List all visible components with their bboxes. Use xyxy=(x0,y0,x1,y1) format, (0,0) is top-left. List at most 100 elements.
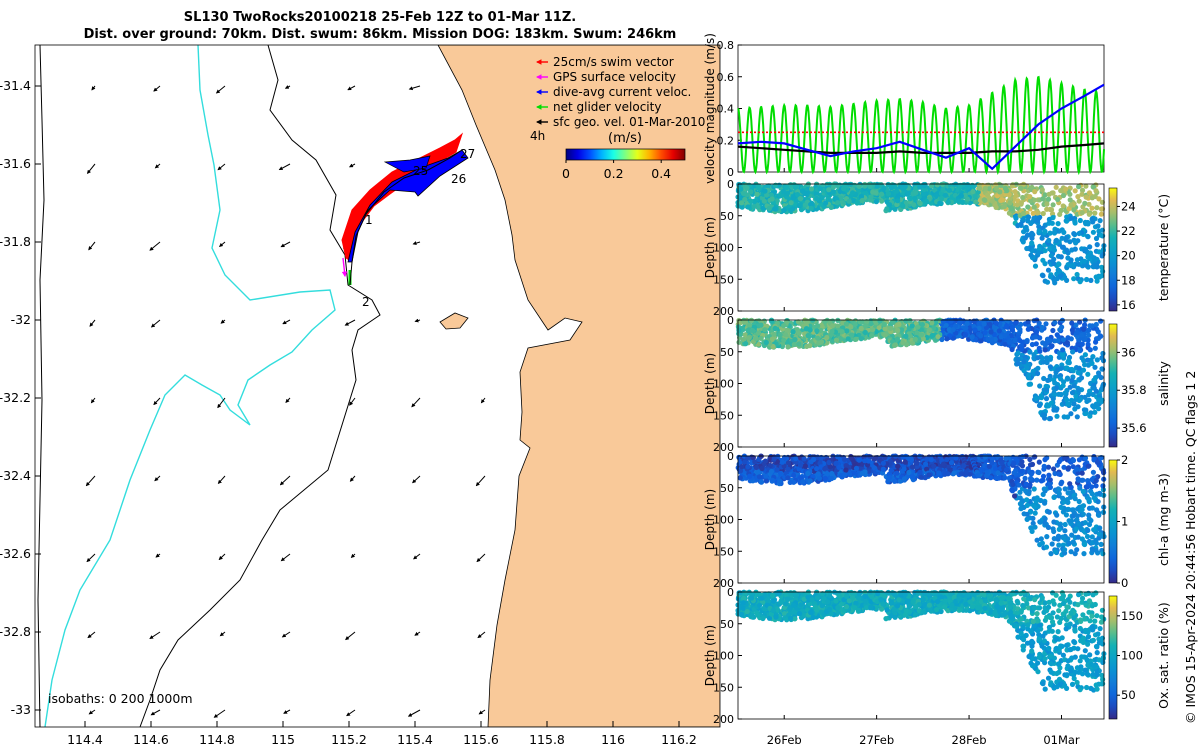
cast-point-0-1602 xyxy=(1027,194,1033,200)
cast-point-1-1674 xyxy=(988,336,995,343)
cast-point-0-965 xyxy=(1045,196,1052,202)
cast-point-0-1595 xyxy=(965,182,971,188)
cast-point-0-1644 xyxy=(803,190,809,196)
cast-point-0-1391 xyxy=(751,203,757,209)
cast-point-0-31 xyxy=(1090,229,1096,235)
cast-point-1-516 xyxy=(1086,327,1092,333)
section-ctick-label-0-2: 20 xyxy=(1121,249,1136,263)
cast-point-2-1147 xyxy=(1079,507,1085,513)
cast-point-1-1696 xyxy=(1031,352,1037,358)
cast-point-2-1092 xyxy=(1045,464,1052,470)
cast-point-1-1602 xyxy=(844,328,850,334)
cast-point-1-676 xyxy=(1096,406,1102,412)
cast-point-0-1570 xyxy=(764,192,770,198)
cast-point-0-952 xyxy=(1060,203,1066,209)
cast-point-0-1097 xyxy=(1094,205,1100,211)
cast-point-1-904 xyxy=(1025,319,1031,325)
cast-point-1-1628 xyxy=(935,334,941,340)
cast-point-0-1042 xyxy=(1099,264,1105,270)
cast-point-0-1597 xyxy=(928,183,935,189)
colorbar-tick-label-0: 0 xyxy=(562,166,570,181)
section-ctick-label-1-2: 36 xyxy=(1121,345,1136,359)
vel-ytick-label-1: 0.2 xyxy=(717,134,735,147)
cast-point-0-1288 xyxy=(1058,188,1064,194)
isobath-200 xyxy=(44,45,336,727)
cast-point-0-1458 xyxy=(1063,186,1069,192)
cast-point-0-1530 xyxy=(862,183,868,189)
section-ylabel-0: Depth (m) xyxy=(703,217,717,278)
cast-point-2-1245 xyxy=(909,464,916,470)
cast-point-0-1655 xyxy=(970,189,976,195)
section-ytick-label-0-2: 100 xyxy=(713,242,734,255)
cast-point-2-660 xyxy=(1031,486,1037,492)
cast-point-1-1653 xyxy=(881,321,888,327)
cast-point-1-1120 xyxy=(1093,321,1099,328)
sfc-vector-21 xyxy=(282,319,291,325)
cast-point-0-1402 xyxy=(1070,262,1076,268)
cast-point-0-281 xyxy=(1094,278,1100,284)
land-coastline xyxy=(437,45,720,727)
cast-point-1-1582 xyxy=(1081,407,1087,413)
cast-point-0-1379 xyxy=(1018,200,1024,206)
cast-point-1-1634 xyxy=(1044,387,1050,393)
cast-point-1-803 xyxy=(1098,374,1104,381)
cast-point-1-1390 xyxy=(858,325,864,331)
cast-point-2-1007 xyxy=(1010,454,1016,460)
section-colorbar-1 xyxy=(1108,323,1118,448)
cast-point-0-1519 xyxy=(1044,279,1051,285)
map-xtick-label-6: 115.6 xyxy=(463,732,499,747)
cast-point-0-1439 xyxy=(1024,227,1030,233)
cast-point-1-1614 xyxy=(1051,407,1057,413)
map-xtick-label-5: 115.4 xyxy=(397,732,433,747)
cast-point-0-1537 xyxy=(1025,204,1031,210)
cast-point-2-1150 xyxy=(1093,483,1099,489)
sfc-vector-36 xyxy=(412,475,421,484)
cast-point-0-1550 xyxy=(1063,247,1070,253)
cast-point-0-1106 xyxy=(1042,248,1048,254)
cast-point-0-1565 xyxy=(1099,253,1105,259)
cast-point-0-1359 xyxy=(1030,210,1036,216)
sfc-vector-43 xyxy=(413,553,421,560)
cast-point-1-1605 xyxy=(907,318,913,324)
cast-point-0-1520 xyxy=(1061,229,1067,235)
cast-point-0-1191 xyxy=(1072,220,1078,226)
sfc-vector-40 xyxy=(218,553,226,561)
sfc-vector-46 xyxy=(149,631,161,640)
cast-point-1-1573 xyxy=(1059,352,1066,358)
sfc-vector-51 xyxy=(477,631,486,639)
section-ctick-label-1-0: 35.6 xyxy=(1121,421,1147,435)
sfc-vector-52 xyxy=(88,709,96,715)
cast-point-2-1336 xyxy=(1074,466,1080,472)
cast-point-1-1596 xyxy=(1060,337,1066,343)
cast-point-0-1313 xyxy=(1040,273,1046,279)
cast-point-1-1500 xyxy=(745,335,752,341)
cast-point-2-1161 xyxy=(1100,551,1106,557)
cast-point-2-876 xyxy=(1038,478,1044,484)
cast-point-1-1087 xyxy=(1089,323,1095,329)
cast-point-1-1017 xyxy=(1098,333,1104,339)
sfc-vector-39 xyxy=(155,553,161,558)
cast-point-0-592 xyxy=(1089,205,1095,211)
cast-point-0-1649 xyxy=(997,189,1003,195)
sfc-vector-0 xyxy=(91,85,96,91)
cast-point-0-1348 xyxy=(992,202,998,208)
cast-point-1-1693 xyxy=(1077,348,1083,354)
sfc-vector-54 xyxy=(213,709,226,718)
cast-point-0-730 xyxy=(1075,194,1081,200)
cast-point-1-1642 xyxy=(1060,347,1066,353)
cast-point-1-1683 xyxy=(1064,397,1070,403)
cast-point-2-1125 xyxy=(763,478,769,484)
sfc-vector-35 xyxy=(349,475,356,482)
cast-point-1-1510 xyxy=(815,323,821,329)
cast-point-0-1037 xyxy=(905,190,912,196)
cast-point-1-1600 xyxy=(919,321,926,328)
section-ytick-label-1-0: 0 xyxy=(727,314,734,327)
cast-point-1-1518 xyxy=(736,327,742,334)
cast-point-0-1421 xyxy=(1013,193,1019,199)
cast-point-1-1606 xyxy=(926,327,932,333)
cast-point-1-1527 xyxy=(1086,332,1092,338)
map-ytick-label-7: -32.8 xyxy=(0,624,31,639)
cast-point-0-1628 xyxy=(942,192,949,198)
cast-point-0-343 xyxy=(1053,184,1059,190)
